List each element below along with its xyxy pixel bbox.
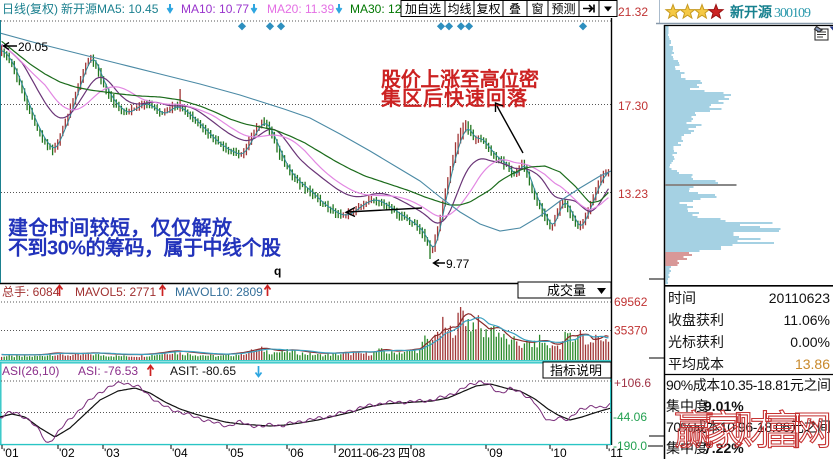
svg-text:11.06%: 11.06%	[784, 312, 830, 328]
svg-text:成交量: 成交量	[547, 283, 586, 298]
svg-text:ASI: -76.53: ASI: -76.53	[78, 364, 138, 378]
svg-text:赢家财富网: 赢家财富网	[674, 408, 832, 453]
svg-text:+106.6: +106.6	[614, 376, 651, 390]
svg-text:收盘获利: 收盘获利	[668, 312, 724, 328]
svg-text:日线(复权): 日线(复权)	[2, 2, 58, 16]
svg-text:-44.06: -44.06	[613, 410, 647, 424]
svg-text:均线: 均线	[447, 2, 471, 16]
svg-text:MA10: 10.77: MA10: 10.77	[181, 2, 249, 16]
svg-text:加自选: 加自选	[405, 2, 441, 16]
svg-text:'06: '06	[288, 446, 304, 459]
svg-text:建仓时间较短，仅仅解放: 建仓时间较短，仅仅解放	[8, 216, 233, 240]
svg-text:MA20: 11.39: MA20: 11.39	[267, 2, 334, 16]
svg-text:70%成本10.96-18.06元之间: 70%成本10.96-18.06元之间	[666, 419, 831, 435]
svg-text:90%成本10.35-18.81元之间: 90%成本10.35-18.81元之间	[666, 377, 831, 393]
svg-text:预测: 预测	[551, 2, 575, 16]
svg-text:股价上涨至高位密: 股价上涨至高位密	[381, 67, 539, 91]
svg-text:0.00%: 0.00%	[790, 334, 830, 350]
svg-text:新开源: 新开源	[61, 1, 97, 16]
svg-text:21.32: 21.32	[618, 5, 648, 19]
svg-text:69562: 69562	[614, 295, 648, 309]
svg-text:17.30: 17.30	[618, 99, 648, 113]
svg-text:'10: '10	[551, 446, 567, 459]
svg-text:MA30: 12.: MA30: 12.	[350, 2, 405, 16]
svg-text:平均成本: 平均成本	[668, 356, 724, 372]
svg-text:q: q	[274, 264, 281, 278]
svg-text:9.77: 9.77	[446, 257, 470, 271]
svg-text:窗: 窗	[531, 2, 543, 16]
svg-text:新开源: 新开源	[730, 4, 772, 20]
svg-text:复权: 复权	[476, 2, 500, 16]
svg-text:集区后快速回落: 集区后快速回落	[380, 86, 528, 110]
svg-text:时间: 时间	[668, 290, 696, 306]
svg-text:集中度7.22%: 集中度7.22%	[666, 440, 744, 456]
svg-text:不到30%的筹码，属于中线个股: 不到30%的筹码，属于中线个股	[8, 236, 281, 260]
svg-text:MAVOL5: 2771: MAVOL5: 2771	[75, 285, 156, 299]
svg-text:'01: '01	[3, 446, 19, 459]
svg-text:'04: '04	[172, 446, 188, 459]
svg-text:集中度9.01%: 集中度9.01%	[666, 398, 744, 414]
svg-text:光标获利: 光标获利	[668, 334, 724, 350]
svg-text:13.86: 13.86	[795, 356, 830, 372]
svg-text:'09: '09	[487, 446, 503, 459]
svg-text:ASIT: -80.65: ASIT: -80.65	[170, 364, 236, 378]
svg-text:13.23: 13.23	[618, 187, 648, 201]
svg-text:2011-06-23 四: 2011-06-23 四	[338, 446, 410, 459]
svg-text:35370: 35370	[614, 324, 648, 338]
svg-text:MA5: 10.45: MA5: 10.45	[97, 2, 159, 16]
svg-text:'03: '03	[104, 446, 120, 459]
svg-text:08: 08	[412, 446, 426, 459]
svg-text:总手: 6084: 总手: 6084	[2, 285, 60, 299]
svg-text:叠: 叠	[509, 2, 521, 16]
svg-text:'11: '11	[608, 446, 623, 459]
svg-text:300109: 300109	[774, 6, 811, 21]
svg-text:指标说明: 指标说明	[550, 363, 602, 378]
svg-text:-190.0: -190.0	[613, 439, 647, 453]
svg-text:'05: '05	[228, 446, 244, 459]
svg-text:20.05: 20.05	[18, 40, 48, 54]
svg-text:20110623: 20110623	[769, 290, 830, 306]
svg-text:'02: '02	[59, 446, 75, 459]
svg-text:MAVOL10: 2809: MAVOL10: 2809	[175, 285, 263, 299]
svg-text:ASI(26,10): ASI(26,10)	[2, 364, 59, 378]
